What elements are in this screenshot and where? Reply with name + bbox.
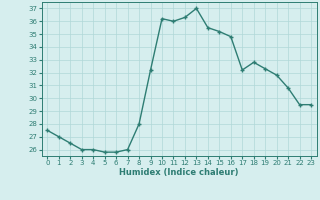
X-axis label: Humidex (Indice chaleur): Humidex (Indice chaleur) (119, 168, 239, 177)
